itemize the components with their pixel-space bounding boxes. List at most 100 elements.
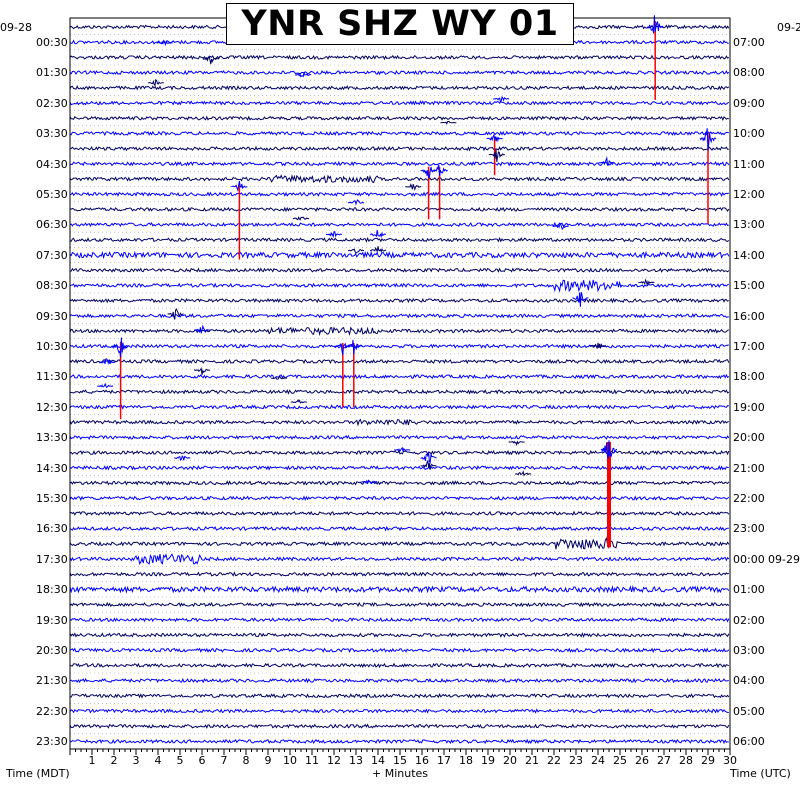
event-spike	[361, 479, 378, 485]
event-spike	[420, 451, 437, 464]
x-tick-label: 25	[613, 754, 627, 767]
seismic-trace	[69, 738, 729, 745]
seismic-trace	[69, 617, 730, 623]
chart-title: YNR SHZ WY 01	[241, 3, 559, 44]
seismic-trace	[69, 480, 730, 486]
seismic-trace	[70, 373, 730, 380]
event-spike	[194, 367, 211, 375]
seismic-events	[97, 15, 717, 548]
right-time-label: 02:00	[733, 613, 765, 627]
seismic-trace	[69, 100, 730, 106]
event-spike	[295, 72, 312, 78]
right-time-label: 11:00	[733, 157, 765, 171]
right-time-label: 13:00	[733, 218, 765, 232]
event-spike	[508, 440, 525, 447]
left-time-label: 00:30	[36, 36, 68, 49]
event-spike	[488, 149, 506, 162]
left-time-label: 14:30	[36, 461, 68, 475]
seismic-trace	[69, 279, 729, 293]
event-spike	[647, 15, 664, 34]
left-time-label: 06:30	[36, 218, 68, 232]
left-time-label: 22:30	[36, 704, 68, 718]
event-spike	[369, 246, 387, 253]
event-spike	[369, 229, 387, 239]
x-tick-label: 18	[459, 754, 473, 767]
seismic-trace	[69, 677, 729, 684]
seismic-trace	[69, 326, 729, 337]
left-time-label: 03:30	[36, 127, 68, 141]
seismic-trace	[69, 723, 730, 729]
seismic-trace	[69, 174, 730, 184]
left-time-label: 15:30	[36, 492, 68, 505]
right-time-label: 19:00	[733, 400, 765, 414]
right-time-label: 12:00	[733, 188, 765, 201]
x-tick-label: 12	[327, 754, 341, 767]
event-spike	[290, 399, 307, 404]
x-axis-label: + Minutes	[372, 767, 429, 780]
event-spike	[167, 308, 184, 320]
event-spike	[440, 120, 457, 125]
event-spike	[347, 248, 365, 254]
seismic-trace	[69, 647, 730, 653]
x-tick-label: 6	[198, 754, 206, 767]
seismic-trace	[69, 632, 730, 638]
x-axis-ticks	[69, 749, 731, 755]
event-spike	[589, 342, 607, 349]
left-time-label: 01:30	[36, 66, 68, 80]
seismic-trace	[69, 358, 730, 365]
seismic-trace	[69, 693, 730, 699]
x-tick-label: 19	[481, 754, 495, 767]
right-time-label: 14:00	[733, 248, 765, 262]
right-time-label: 01:00	[733, 583, 765, 597]
x-tick-label: 26	[635, 754, 649, 767]
left-time-label: 23:30	[36, 735, 68, 749]
left-time-label: 10:30	[36, 340, 68, 353]
seismic-trace	[69, 553, 730, 566]
x-tick-label: 29	[701, 754, 715, 767]
right-axis-label: Time (UTC)	[730, 767, 791, 780]
seismic-trace	[69, 464, 729, 471]
right-time-label: 04:00	[733, 674, 765, 688]
event-spike	[99, 358, 116, 366]
seismic-trace	[69, 250, 730, 260]
event-spike	[638, 278, 655, 287]
right-time-label: 06:00	[733, 735, 765, 749]
seismic-trace	[69, 130, 729, 137]
left-time-label: 19:30	[36, 613, 68, 627]
x-tick-label: 1	[88, 754, 96, 767]
right-time-label: 18:00	[733, 370, 765, 384]
left-time-label: 21:30	[36, 674, 68, 688]
seismic-trace	[69, 449, 730, 456]
seismic-trace	[69, 191, 730, 197]
x-tick-label: 3	[132, 754, 140, 767]
seismic-trace	[69, 343, 730, 350]
event-spike	[347, 199, 365, 206]
event-spike	[112, 337, 129, 358]
right-time-label: 05:00	[733, 704, 765, 718]
event-spike	[486, 133, 503, 143]
seismic-trace	[69, 601, 730, 608]
seismic-trace	[69, 388, 730, 395]
event-spike	[572, 291, 589, 307]
event-spike	[431, 164, 448, 177]
left-time-label: 20:30	[36, 644, 68, 657]
right-time-label: 16:00	[733, 309, 765, 323]
right-time-label: 21:00	[733, 461, 765, 475]
seismic-trace	[69, 267, 730, 273]
seismic-trace	[69, 434, 730, 441]
seismic-trace	[69, 536, 730, 550]
left-time-label: 16:30	[36, 522, 68, 536]
event-spike	[270, 375, 288, 380]
left-time-label: 17:30	[36, 552, 68, 566]
event-spike	[420, 459, 437, 470]
event-spike	[600, 440, 618, 459]
event-spike	[699, 128, 717, 151]
left-axis-label: Time (MDT)	[6, 767, 70, 780]
left-time-label: 08:30	[36, 279, 68, 293]
seismic-trace	[69, 145, 729, 152]
seismic-trace	[69, 160, 730, 167]
seismic-trace	[69, 206, 730, 213]
left-time-label: 04:30	[36, 157, 68, 171]
event-spike	[193, 324, 211, 334]
